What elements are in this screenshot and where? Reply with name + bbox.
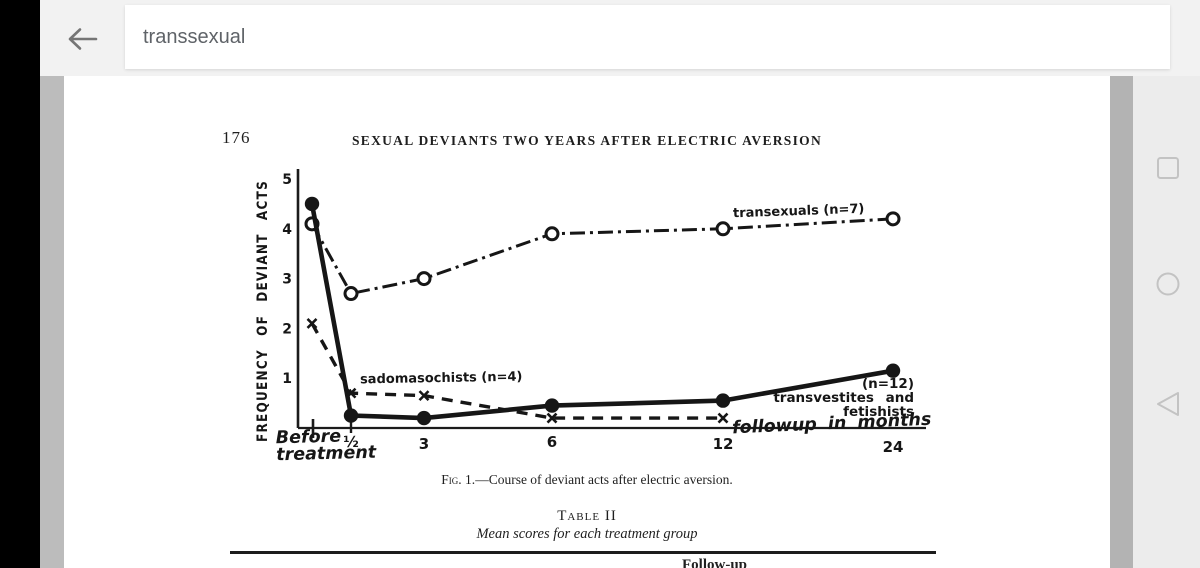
back-icon[interactable] [1157,392,1179,416]
open-circle-marker [544,226,560,242]
android-navigation-bar [1133,76,1200,568]
table-title: Table II [557,508,617,524]
back-button[interactable] [64,24,102,54]
series-label-transvestites-text: transvestites and fetishists [773,390,914,420]
figure-caption: Fig. 1.—Course of deviant acts after ele… [64,472,1110,488]
search-box [125,5,1170,69]
viewer-right-gutter [1110,76,1133,568]
page-number: 176 [222,128,251,147]
y-axis-label: FREQUENCY OF DEVIANT ACTS [255,180,271,442]
x-tick-label: 24 [883,438,904,456]
y-tick-label: 5 [282,172,292,188]
x-tick-before-treatment: Before treatment [275,427,377,466]
y-tick-label: 2 [282,321,292,337]
open-circle-marker [343,286,359,302]
y-tick-label: 1 [282,371,292,387]
home-icon[interactable] [1156,272,1180,296]
search-input[interactable] [125,5,1170,69]
x-tick-label: 12 [713,435,734,453]
x-marker [418,390,430,402]
x-marker [306,318,318,329]
table-column-header-partial: Follow-up [682,557,748,568]
x-marker [546,412,558,424]
arrow-left-icon [68,28,98,50]
open-circle-marker [416,271,432,287]
y-tick-label: 3 [282,272,292,288]
filled-circle-marker [416,410,432,426]
before-line2: treatment [275,442,377,466]
filled-circle-marker [544,398,560,413]
scanned-document-page: 176 SEXUAL DEVIANTS TWO YEARS AFTER ELEC… [64,76,1110,568]
series-label-sadomasochists: sadomasochists (n=4) [359,369,523,388]
series-sadomasochists-n-4- [306,318,729,424]
series-transexuals-n-7- [304,211,901,302]
filled-circle-marker [343,408,359,423]
search-toolbar [40,0,1200,76]
series-label-transvestites-n: (n=12) [861,376,914,392]
y-tick-label: 4 [282,222,292,238]
x-tick-label: 3 [419,435,429,453]
x-tick-label: ½ [343,433,359,451]
screen-edge-black-strip [0,0,40,568]
filled-circle-marker [885,363,901,378]
recents-icon[interactable] [1157,157,1179,179]
table-top-rule [230,551,936,554]
series-label-transvestites: (n=12) transvestites and fetishists [728,377,914,419]
filled-circle-marker [304,196,320,212]
table-subtitle: Mean scores for each treatment group [476,526,698,542]
figure-caption-label: Fig. 1. [441,472,476,487]
filled-circle-marker [715,393,731,408]
running-head: SEXUAL DEVIANTS TWO YEARS AFTER ELECTRIC… [351,133,823,148]
open-circle-marker [885,211,901,227]
x-tick-label: 6 [547,433,557,451]
figure-caption-text: —Course of deviant acts after electric a… [475,472,733,487]
open-circle-marker [715,221,731,237]
x-marker [717,412,729,424]
series-transvestites-and-fetishists-n-12- [304,196,901,426]
viewer-left-gutter [40,76,64,568]
